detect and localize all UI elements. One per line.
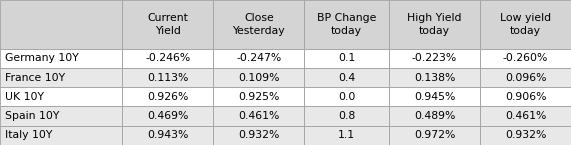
Text: Low yield
today: Low yield today bbox=[500, 13, 551, 36]
Text: 0.461%: 0.461% bbox=[505, 111, 546, 121]
Bar bbox=[304, 87, 389, 106]
Bar bbox=[304, 68, 389, 87]
Text: Germany 10Y: Germany 10Y bbox=[5, 53, 78, 63]
Bar bbox=[480, 126, 571, 145]
Text: 0.489%: 0.489% bbox=[414, 111, 455, 121]
Text: 0.932%: 0.932% bbox=[238, 130, 280, 140]
Text: 0.0: 0.0 bbox=[338, 92, 355, 102]
Bar bbox=[389, 106, 480, 126]
Text: 0.138%: 0.138% bbox=[414, 72, 455, 83]
Text: UK 10Y: UK 10Y bbox=[5, 92, 43, 102]
Bar bbox=[480, 106, 571, 126]
Bar bbox=[480, 68, 571, 87]
Bar bbox=[122, 126, 214, 145]
Text: 0.972%: 0.972% bbox=[414, 130, 455, 140]
Text: 0.925%: 0.925% bbox=[238, 92, 280, 102]
Bar bbox=[122, 106, 214, 126]
Text: 0.113%: 0.113% bbox=[147, 72, 188, 83]
Text: 0.926%: 0.926% bbox=[147, 92, 188, 102]
Text: -0.260%: -0.260% bbox=[503, 53, 548, 63]
Text: Current
Yield: Current Yield bbox=[147, 13, 188, 36]
Bar bbox=[214, 126, 304, 145]
Bar bbox=[0, 49, 122, 68]
Text: 0.1: 0.1 bbox=[338, 53, 355, 63]
Bar bbox=[122, 87, 214, 106]
Text: -0.247%: -0.247% bbox=[236, 53, 282, 63]
Text: 0.8: 0.8 bbox=[338, 111, 355, 121]
Bar bbox=[304, 106, 389, 126]
Bar bbox=[0, 87, 122, 106]
Bar bbox=[122, 49, 214, 68]
Bar bbox=[214, 68, 304, 87]
Bar bbox=[214, 87, 304, 106]
Bar bbox=[304, 0, 389, 49]
Bar bbox=[389, 0, 480, 49]
Bar bbox=[122, 68, 214, 87]
Text: High Yield
today: High Yield today bbox=[407, 13, 462, 36]
Bar bbox=[122, 0, 214, 49]
Text: Close
Yesterday: Close Yesterday bbox=[232, 13, 285, 36]
Bar bbox=[389, 49, 480, 68]
Bar bbox=[0, 106, 122, 126]
Text: Italy 10Y: Italy 10Y bbox=[5, 130, 52, 140]
Bar bbox=[0, 68, 122, 87]
Text: Spain 10Y: Spain 10Y bbox=[5, 111, 59, 121]
Text: 0.461%: 0.461% bbox=[238, 111, 280, 121]
Bar bbox=[0, 0, 122, 49]
Bar bbox=[480, 87, 571, 106]
Bar bbox=[214, 0, 304, 49]
Text: 0.469%: 0.469% bbox=[147, 111, 188, 121]
Text: 0.906%: 0.906% bbox=[505, 92, 546, 102]
Bar bbox=[480, 49, 571, 68]
Text: BP Change
today: BP Change today bbox=[317, 13, 376, 36]
Bar bbox=[389, 87, 480, 106]
Text: 0.4: 0.4 bbox=[338, 72, 355, 83]
Bar bbox=[214, 106, 304, 126]
Bar bbox=[214, 49, 304, 68]
Text: France 10Y: France 10Y bbox=[5, 72, 65, 83]
Bar bbox=[304, 126, 389, 145]
Bar bbox=[304, 49, 389, 68]
Text: 0.932%: 0.932% bbox=[505, 130, 546, 140]
Text: 0.945%: 0.945% bbox=[414, 92, 455, 102]
Bar bbox=[389, 68, 480, 87]
Text: 0.109%: 0.109% bbox=[238, 72, 280, 83]
Bar bbox=[389, 126, 480, 145]
Text: 0.096%: 0.096% bbox=[505, 72, 546, 83]
Text: -0.246%: -0.246% bbox=[145, 53, 191, 63]
Bar bbox=[480, 0, 571, 49]
Text: -0.223%: -0.223% bbox=[412, 53, 457, 63]
Text: 1.1: 1.1 bbox=[338, 130, 355, 140]
Text: 0.943%: 0.943% bbox=[147, 130, 188, 140]
Bar bbox=[0, 126, 122, 145]
